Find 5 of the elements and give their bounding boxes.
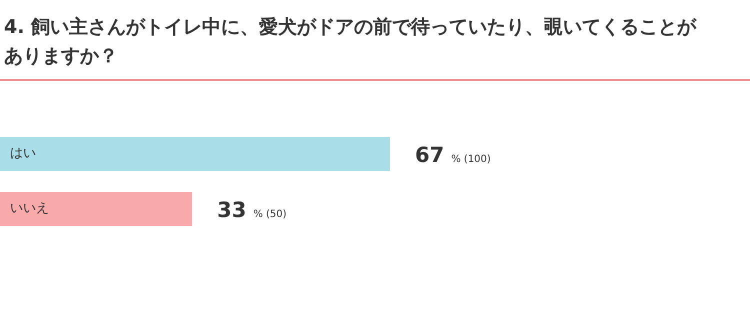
chart-title: 4. 飼い主さんがトイレ中に、愛犬がドアの前で待っていたり、覗いてくることがありますか？ bbox=[4, 16, 698, 67]
y-tick-label: いいえ bbox=[10, 201, 49, 216]
data-label: 67 % (100) bbox=[415, 143, 491, 167]
y-tick-label: はい bbox=[10, 146, 36, 161]
data-label: 33 % (50) bbox=[217, 198, 287, 222]
